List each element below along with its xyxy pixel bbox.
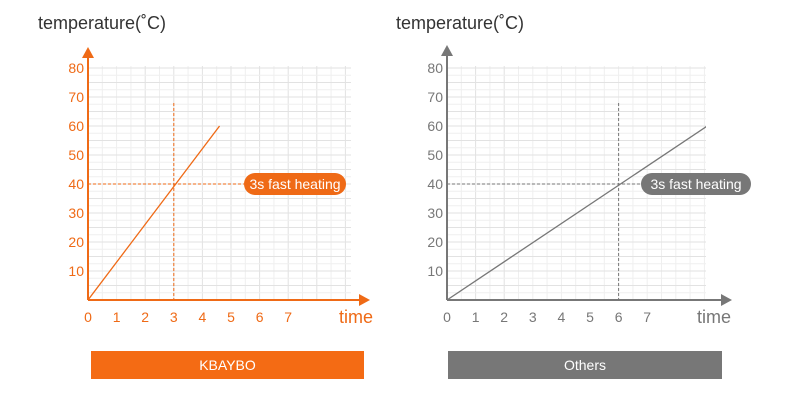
y-tick-label: 60 bbox=[68, 118, 84, 134]
x-tick-label: 6 bbox=[256, 309, 264, 325]
y-axis-title: temperature(˚C) bbox=[38, 13, 166, 33]
x-tick-label: 2 bbox=[141, 309, 149, 325]
y-tick-label: 40 bbox=[427, 176, 443, 192]
x-tick-label: 0 bbox=[84, 309, 92, 325]
y-axis-arrow bbox=[441, 45, 453, 56]
x-tick-label: 4 bbox=[558, 309, 566, 325]
x-axis-title: time bbox=[339, 307, 373, 327]
x-axis-title: time bbox=[697, 307, 731, 327]
x-tick-label: 1 bbox=[113, 309, 121, 325]
y-tick-label: 40 bbox=[68, 176, 84, 192]
y-tick-label: 20 bbox=[68, 234, 84, 250]
y-tick-label: 30 bbox=[427, 205, 443, 221]
y-tick-label: 80 bbox=[68, 60, 84, 76]
y-tick-label: 50 bbox=[68, 147, 84, 163]
x-tick-label: 7 bbox=[284, 309, 292, 325]
y-tick-label: 10 bbox=[68, 263, 84, 279]
annotation-label: 3s fast heating bbox=[249, 176, 340, 192]
x-tick-label: 7 bbox=[643, 309, 651, 325]
others-banner: Others bbox=[448, 351, 722, 379]
y-tick-label: 70 bbox=[427, 89, 443, 105]
series-line bbox=[88, 125, 221, 300]
x-axis-arrow bbox=[721, 294, 732, 306]
series-line bbox=[447, 126, 706, 300]
y-axis-title: temperature(˚C) bbox=[396, 13, 524, 33]
x-tick-label: 0 bbox=[443, 309, 451, 325]
annotation-label: 3s fast heating bbox=[650, 176, 741, 192]
x-tick-label: 1 bbox=[472, 309, 480, 325]
y-tick-label: 20 bbox=[427, 234, 443, 250]
x-tick-label: 5 bbox=[586, 309, 594, 325]
y-tick-label: 30 bbox=[68, 205, 84, 221]
x-tick-label: 3 bbox=[170, 309, 178, 325]
y-tick-label: 80 bbox=[427, 60, 443, 76]
x-tick-label: 2 bbox=[500, 309, 508, 325]
x-tick-label: 4 bbox=[199, 309, 207, 325]
annotation-badge bbox=[244, 173, 346, 195]
y-tick-label: 60 bbox=[427, 118, 443, 134]
y-tick-label: 70 bbox=[68, 89, 84, 105]
y-tick-label: 50 bbox=[427, 147, 443, 163]
annotation-badge bbox=[641, 173, 751, 195]
x-tick-label: 3 bbox=[529, 309, 537, 325]
x-tick-label: 6 bbox=[615, 309, 623, 325]
y-axis-arrow bbox=[82, 47, 94, 58]
x-axis-arrow bbox=[359, 294, 370, 306]
y-tick-label: 10 bbox=[427, 263, 443, 279]
x-tick-label: 5 bbox=[227, 309, 235, 325]
kbaybo-banner: KBAYBO bbox=[91, 351, 364, 379]
